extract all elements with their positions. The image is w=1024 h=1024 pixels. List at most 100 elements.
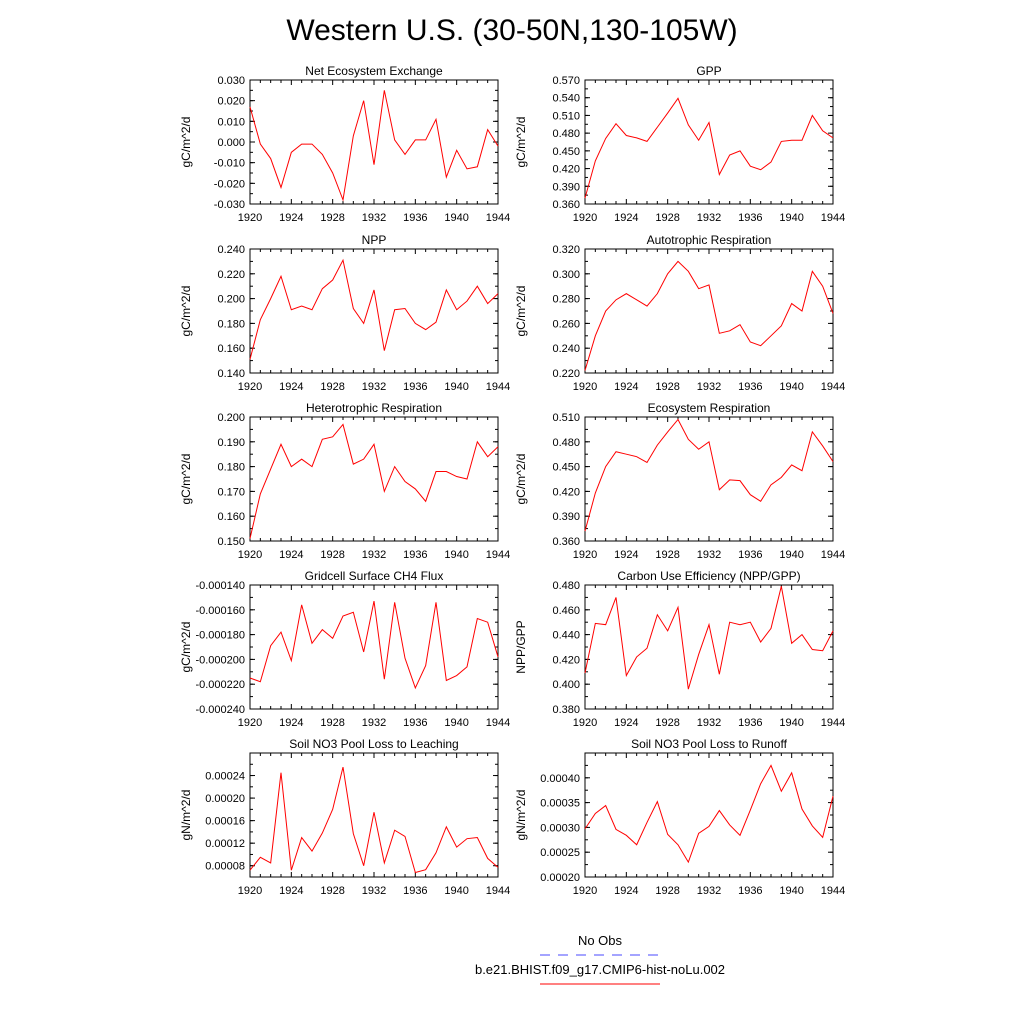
- x-tick-label: 1944: [486, 885, 510, 897]
- y-tick-label: 0.360: [552, 199, 580, 211]
- x-tick-label: 1924: [614, 381, 638, 393]
- y-axis-label: gC/m^2/d: [514, 454, 528, 505]
- panel-title: Ecosystem Respiration: [648, 401, 771, 415]
- y-axis-label: gC/m^2/d: [179, 454, 193, 505]
- x-tick-label: 1920: [238, 717, 262, 729]
- y-tick-label: -0.000200: [195, 654, 245, 666]
- y-tick-label: 0.440: [552, 630, 580, 642]
- chart-panel: NPP gC/m^2/d 1920 1924 1928 1932 1936 1940 1944 0…: [179, 233, 510, 393]
- x-tick-label: 1944: [821, 381, 845, 393]
- x-tick-label: 1920: [238, 549, 262, 561]
- x-tick-label: 1936: [738, 885, 762, 897]
- y-tick-label: 0.420: [552, 654, 580, 666]
- x-tick-label: 1932: [362, 717, 386, 729]
- x-tick-label: 1924: [614, 549, 638, 561]
- x-tick-label: 1920: [573, 717, 597, 729]
- y-tick-label: 0.00035: [540, 798, 580, 810]
- x-tick-label: 1920: [573, 212, 597, 224]
- y-tick-label: -0.000180: [195, 630, 245, 642]
- panel-title: Carbon Use Efficiency (NPP/GPP): [617, 569, 800, 583]
- plot-frame: [584, 248, 834, 374]
- chart-panel: Autotrophic Respiration gC/m^2/d 1920 1924 1…: [514, 233, 845, 393]
- series-line: [584, 260, 834, 371]
- x-tick-label: 1936: [738, 381, 762, 393]
- y-tick-label: 0.220: [217, 269, 245, 281]
- x-tick-label: 1920: [238, 381, 262, 393]
- y-tick-label: 0.320: [552, 244, 580, 256]
- plot-frame: [249, 79, 499, 205]
- x-tick-label: 1928: [655, 549, 679, 561]
- series-line: [584, 586, 834, 690]
- y-tick-label: -0.000220: [195, 679, 245, 691]
- y-tick-label: 0.390: [552, 181, 580, 193]
- y-tick-label: 0.540: [552, 93, 580, 105]
- legend-model-label: b.e21.BHIST.f09_g17.CMIP6-hist-noLu.002: [475, 962, 725, 977]
- x-tick-label: 1932: [697, 885, 721, 897]
- y-tick-label: 0.00020: [540, 872, 580, 884]
- x-tick-label: 1936: [403, 381, 427, 393]
- x-tick-label: 1928: [320, 717, 344, 729]
- x-tick-label: 1932: [697, 212, 721, 224]
- y-tick-label: -0.000160: [195, 605, 245, 617]
- chart-panel: Net Ecosystem Exchange gC/m^2/d 1920 1924 19…: [179, 64, 510, 224]
- y-axis-label: gN/m^2/d: [179, 790, 193, 841]
- x-tick-label: 1944: [821, 717, 845, 729]
- y-tick-label: 0.170: [217, 486, 245, 498]
- x-tick-label: 1920: [573, 885, 597, 897]
- x-tick-label: 1928: [320, 212, 344, 224]
- plot-frame: [584, 752, 834, 878]
- y-tick-label: 0.140: [217, 368, 245, 380]
- y-tick-label: 0.190: [217, 437, 245, 449]
- series-line: [249, 766, 499, 874]
- x-tick-label: 1924: [279, 717, 303, 729]
- x-tick-label: 1940: [444, 212, 468, 224]
- x-tick-label: 1944: [821, 212, 845, 224]
- panel-title: Autotrophic Respiration: [647, 233, 772, 247]
- y-tick-label: 0.260: [552, 318, 580, 330]
- panel-title: Heterotrophic Respiration: [306, 401, 442, 415]
- y-tick-label: 0.00024: [205, 771, 245, 783]
- x-tick-label: 1936: [403, 717, 427, 729]
- x-tick-label: 1940: [444, 885, 468, 897]
- y-axis-label: gN/m^2/d: [514, 790, 528, 841]
- chart-panel: GPP gC/m^2/d 1920 1924 1928 1932 1936 1940 1944 0…: [514, 64, 845, 224]
- series-line: [249, 258, 499, 360]
- figure-title: Western U.S. (30-50N,130-105W): [286, 14, 737, 47]
- series-line: [249, 90, 499, 202]
- legend-obs-label: No Obs: [578, 933, 623, 948]
- x-tick-label: 1928: [320, 549, 344, 561]
- y-tick-label: 0.200: [217, 412, 245, 424]
- y-tick-label: 0.480: [552, 128, 580, 140]
- y-tick-label: 0.460: [552, 605, 580, 617]
- x-tick-label: 1924: [279, 381, 303, 393]
- y-tick-label: -0.030: [214, 199, 245, 211]
- x-tick-label: 1940: [779, 381, 803, 393]
- x-tick-label: 1928: [320, 381, 344, 393]
- y-tick-label: 0.280: [552, 294, 580, 306]
- x-tick-label: 1924: [614, 212, 638, 224]
- y-tick-label: 0.00040: [540, 773, 580, 785]
- x-tick-label: 1940: [779, 212, 803, 224]
- y-tick-label: -0.010: [214, 158, 245, 170]
- x-tick-label: 1924: [279, 549, 303, 561]
- x-tick-label: 1932: [362, 885, 386, 897]
- x-tick-label: 1920: [238, 212, 262, 224]
- y-tick-label: 0.360: [552, 536, 580, 548]
- legend: No Obs b.e21.BHIST.f09_g17.CMIP6-hist-no…: [475, 933, 725, 985]
- y-tick-label: 0.390: [552, 511, 580, 523]
- y-tick-label: -0.020: [214, 178, 245, 190]
- y-tick-label: 0.00020: [205, 793, 245, 805]
- y-axis-label: gC/m^2/d: [179, 622, 193, 673]
- x-tick-label: 1944: [486, 212, 510, 224]
- series-line: [249, 423, 499, 539]
- x-tick-label: 1944: [821, 885, 845, 897]
- y-tick-label: 0.160: [217, 511, 245, 523]
- x-tick-label: 1944: [486, 549, 510, 561]
- plot-frame: [249, 752, 499, 878]
- y-tick-label: 0.510: [552, 110, 580, 122]
- x-tick-label: 1944: [486, 381, 510, 393]
- y-tick-label: -0.000240: [195, 704, 245, 716]
- y-tick-label: 0.00012: [205, 838, 245, 850]
- chart-panel: Heterotrophic Respiration gC/m^2/d 1920 192…: [179, 401, 510, 561]
